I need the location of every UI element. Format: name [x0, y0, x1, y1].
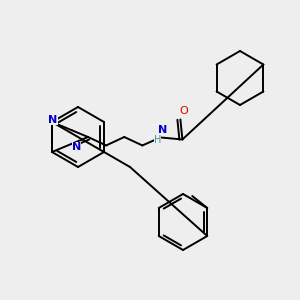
Text: H: H: [154, 136, 161, 146]
Text: N: N: [72, 142, 81, 152]
Text: N: N: [48, 115, 58, 125]
Text: O: O: [179, 106, 188, 116]
Text: N: N: [158, 125, 167, 136]
